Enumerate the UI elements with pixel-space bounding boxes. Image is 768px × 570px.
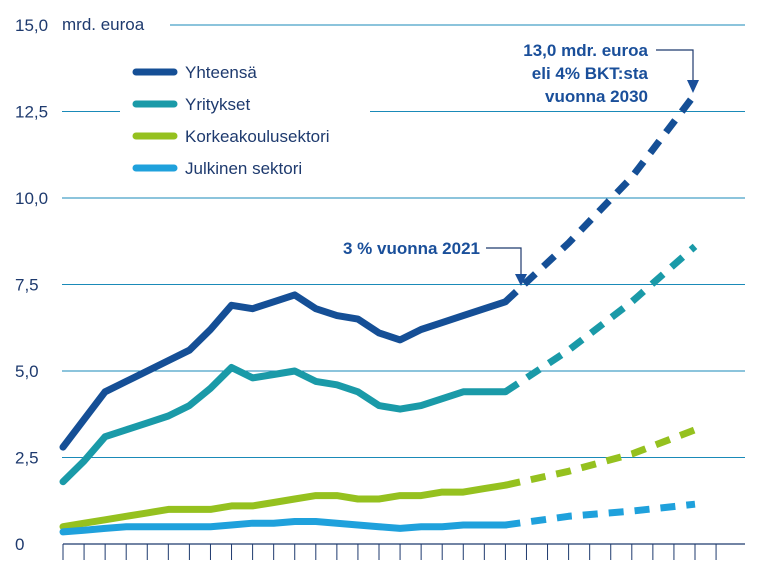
annotation-2030-leader [656, 49, 694, 82]
series-2-forecast-line [504, 426, 697, 489]
y-tick-label-3: 7,5 [15, 276, 39, 295]
series-0-historical-line [59, 291, 509, 451]
annotation-2030-line-0: 13,0 mdr. euroa [523, 41, 648, 60]
y-tick-label-6: 0 [15, 535, 24, 554]
series-2 [59, 426, 697, 531]
legend: Yhteensä Yritykset Korkeakoulusektori Julki… [120, 48, 370, 188]
x-axis: 2000201020202030 [62, 543, 768, 570]
annotation-2030-line-1: eli 4% BKT:sta [532, 64, 649, 83]
series-3-historical-line [59, 518, 509, 536]
y-tick-label-2: 10,0 [15, 189, 48, 208]
annotation-2030-arrowhead [687, 80, 699, 93]
unit-label: mrd. euroa [62, 15, 145, 34]
y-tick-label-4: 5,0 [15, 362, 39, 381]
annotations: 3 % vuonna 2021 13,0 mdr. euroa eli 4% BKT… [318, 32, 699, 286]
annotation-2021-background [318, 232, 498, 260]
legend-label-3: Julkinen sektori [185, 159, 302, 178]
series-lines [59, 92, 698, 536]
legend-label-2: Korkeakoulusektori [185, 127, 330, 146]
series-3 [59, 500, 696, 536]
series-0-forecast-line [503, 92, 698, 305]
series-1-historical-line [59, 364, 509, 486]
legend-label-1: Yritykset [185, 95, 250, 114]
y-axis-tick-labels: 15,0 12,5 10,0 7,5 5,0 2,5 0 [15, 16, 48, 554]
y-tick-label-5: 2,5 [15, 449, 39, 468]
annotation-2021-leader [486, 247, 522, 276]
series-1 [59, 243, 698, 486]
y-tick-label-1: 12,5 [15, 103, 48, 122]
series-3-forecast-line [504, 500, 696, 529]
annotation-2021-arrowhead [515, 274, 527, 286]
annotation-2021-text: 3 % vuonna 2021 [343, 239, 480, 258]
legend-label-0: Yhteensä [185, 63, 257, 82]
series-2-historical-line [59, 481, 509, 531]
series-0 [59, 92, 698, 451]
annotation-2030-background [490, 32, 660, 106]
y-tick-label-0: 15,0 [15, 16, 48, 35]
series-1-forecast-line [503, 243, 698, 395]
annotation-2030-line-2: vuonna 2030 [545, 87, 648, 106]
